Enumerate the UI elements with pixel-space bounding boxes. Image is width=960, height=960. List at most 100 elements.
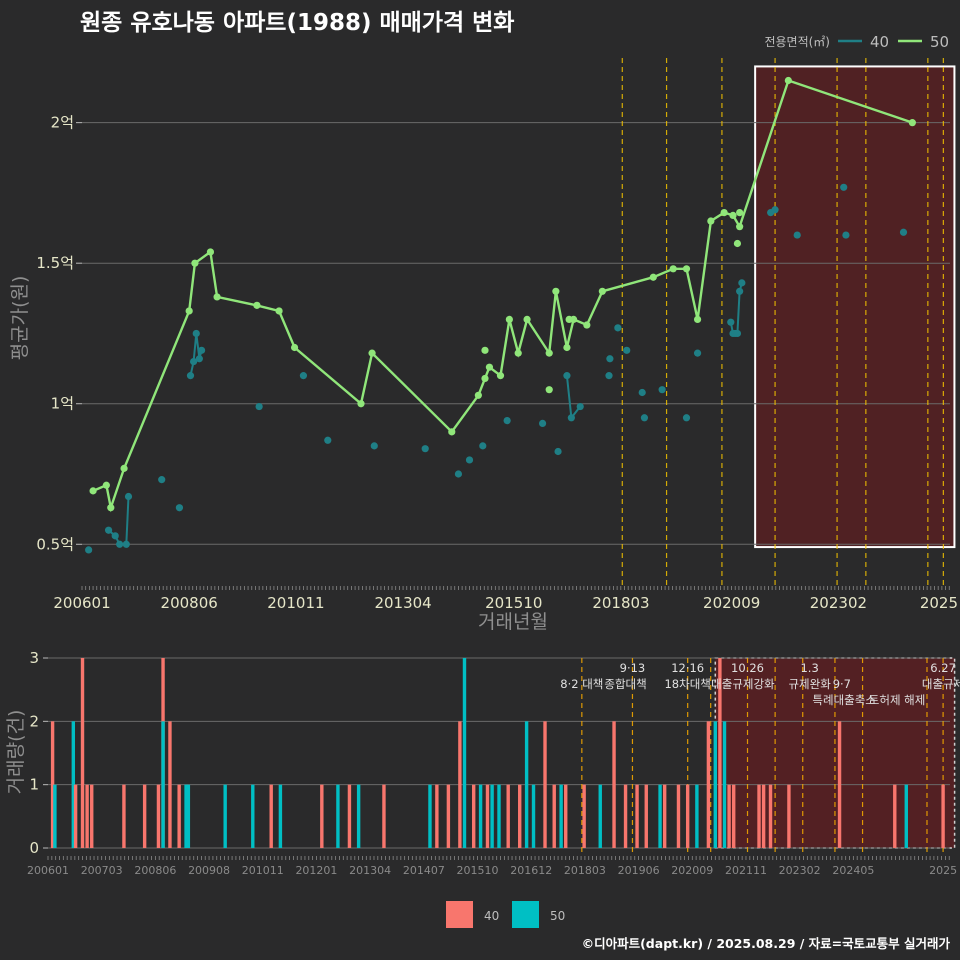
series-50-point: [514, 349, 522, 357]
volume-bar-50: [658, 784, 662, 848]
series-50-point: [485, 363, 494, 371]
series-50-point: [275, 307, 283, 315]
series-50-point: [693, 315, 702, 324]
series-50-point: [107, 504, 115, 512]
series-40-point: [538, 419, 547, 428]
volume-bar-40: [506, 784, 510, 848]
series-50-point: [523, 315, 531, 324]
volume-x-tick-label: 200806: [134, 864, 176, 877]
volume-x-tick-label: 202405: [832, 864, 874, 877]
chart-title: 원종 유호나동 아파트(1988) 매매가격 변화: [80, 10, 514, 36]
series-50-point: [583, 321, 591, 329]
series-40-point: [465, 456, 474, 464]
volume-bar-40: [156, 784, 161, 848]
volume-bar-50: [71, 721, 76, 848]
volume-bar-50: [695, 784, 699, 848]
series-50-point: [496, 372, 505, 380]
volume-bar-50: [428, 784, 432, 848]
series-40-point: [623, 346, 631, 354]
series-40-point: [479, 442, 487, 450]
series-40-point: [104, 526, 113, 534]
series-50-point: [505, 315, 513, 324]
series-50-point: [368, 349, 376, 357]
price-highlight-box: [754, 65, 956, 549]
series-50-point: [908, 119, 916, 127]
volume-bar-40: [142, 784, 147, 848]
volume-bar-40: [347, 784, 352, 848]
series-40-point: [658, 386, 666, 394]
series-50-point: [552, 287, 560, 295]
series-50-point: [545, 386, 553, 394]
volume-bar-40: [644, 784, 648, 848]
volume-x-tick-label: 201803: [564, 864, 606, 877]
volume-bar-40: [518, 784, 522, 848]
policy-annotation: 10.26: [731, 661, 764, 675]
series-50-point: [707, 217, 715, 225]
volume-bar-40: [320, 784, 324, 848]
volume-bar-50: [713, 721, 717, 848]
series-40-point: [421, 445, 429, 453]
legend-bar-label-40: 40: [484, 909, 499, 923]
volume-bar-50: [186, 784, 191, 848]
volume-bar-40: [612, 721, 616, 848]
series-40-point: [614, 324, 622, 332]
series-50-point: [102, 481, 110, 489]
price-legend: 전용면적(㎡) 40 50: [764, 33, 949, 51]
series-50-point: [733, 239, 742, 248]
volume-x-tick-label: 201407: [403, 864, 445, 877]
volume-bar-40: [552, 784, 556, 848]
price-y-tick-label: 1억: [51, 395, 74, 413]
volume-bar-40: [893, 784, 897, 848]
price-y-axis-label: 평균가(원): [9, 276, 31, 361]
price-y-tick-label: 1.5억: [36, 254, 74, 272]
series-40-point: [370, 442, 378, 450]
volume-bar-50: [524, 721, 529, 848]
series-40-point: [793, 231, 801, 239]
volume-bar-50: [161, 721, 165, 848]
series-50-point: [206, 248, 215, 256]
series-40-point: [605, 372, 613, 380]
price-x-tick-label: 201803: [592, 594, 649, 612]
volume-bar-50: [462, 658, 467, 848]
price-y-tick-label: 0.5억: [36, 535, 74, 553]
series-50-point: [545, 349, 553, 357]
series-50-point: [357, 400, 365, 408]
volume-bar-40: [85, 784, 89, 848]
series-50-point: [474, 391, 482, 399]
price-x-tick-label: 201304: [374, 594, 431, 612]
volume-bar-50: [559, 784, 563, 848]
series-50-point: [736, 223, 744, 231]
price-x-tick-label: 201510: [485, 594, 542, 612]
volume-bar-40: [73, 784, 78, 848]
volume-bar-40: [706, 721, 711, 848]
volume-bar-40: [662, 784, 667, 848]
volume-bar-40: [269, 784, 273, 848]
series-50-point: [565, 315, 573, 324]
volume-x-tick-label: 202111: [725, 864, 767, 877]
policy-annotation: 대출규제: [922, 677, 960, 691]
series-40-point: [771, 206, 779, 214]
volume-bar-50: [336, 784, 340, 848]
volume-bar-40: [435, 784, 439, 848]
series-40-point: [693, 349, 702, 357]
series-40-point: [255, 402, 263, 411]
series-40-point: [554, 447, 562, 456]
volume-bar-40: [837, 721, 842, 848]
series-40-point: [190, 357, 198, 366]
legend-label-50: 50: [930, 33, 949, 51]
legend-swatch-40: [446, 901, 473, 928]
volume-bar-40: [768, 784, 773, 848]
series-50-point: [481, 374, 489, 383]
policy-annotation: 토허제 해제: [869, 693, 926, 707]
series-40-point: [840, 183, 848, 191]
volume-x-tick-label: 201011: [242, 864, 284, 877]
volume-bar-40: [685, 784, 690, 848]
volume-bar-40: [718, 658, 722, 848]
volume-y-tick-label: 0: [29, 839, 39, 857]
volume-bar-40: [122, 784, 126, 848]
volume-bar-50: [490, 784, 494, 848]
volume-y-tick-label: 2: [29, 712, 39, 730]
series-40-point: [116, 540, 124, 548]
series-50-point: [290, 343, 299, 352]
series-40-point: [299, 372, 308, 380]
